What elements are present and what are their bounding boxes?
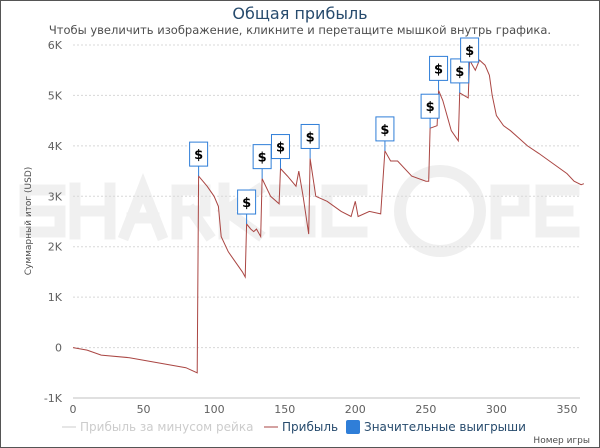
y-tick-label: 3K	[48, 190, 63, 203]
dollar-icon: $	[380, 123, 389, 138]
y-tick-label: -1K	[44, 392, 63, 405]
marker-box	[420, 93, 440, 119]
x-tick-label: 250	[415, 403, 436, 416]
marker-box	[300, 123, 320, 149]
big-win-marker[interactable]: $	[270, 134, 290, 169]
marker-box	[189, 141, 209, 167]
y-tick-label: 6K	[48, 39, 63, 52]
x-tick-label: 350	[557, 403, 578, 416]
dollar-icon: $	[258, 151, 267, 166]
plot-area[interactable]: $$$$$$$$ $$	[72, 37, 585, 374]
dollar-icon: $	[465, 44, 474, 59]
y-tick-label: 0	[55, 342, 62, 355]
dollar-icon: $	[306, 130, 315, 145]
big-win-marker[interactable]: $	[450, 58, 470, 93]
dollar-icon: $	[242, 196, 251, 211]
dollar-icon: $	[194, 148, 203, 163]
x-axis: 0 50 100 150 200 250 300 350	[70, 403, 578, 416]
marker-box	[270, 134, 290, 160]
grid	[73, 44, 580, 399]
legend-label: Прибыль	[282, 420, 338, 434]
y-axis-label: Суммарный итог (USD)	[24, 167, 34, 276]
marker-box	[450, 58, 470, 84]
big-win-marker[interactable]: $	[375, 116, 395, 151]
dollar-icon: $	[455, 65, 464, 80]
y-tick-label: 5K	[48, 89, 63, 102]
dollar-icon: $	[276, 141, 285, 156]
marker-box	[237, 189, 257, 215]
big-win-marker[interactable]: $	[189, 141, 209, 177]
legend-label: Значительные выигрыши	[364, 420, 526, 434]
marker-box	[375, 116, 395, 142]
legend-symbol	[346, 420, 360, 434]
x-tick-label: 300	[486, 403, 507, 416]
y-tick-label: 1K	[48, 291, 63, 304]
marker-box	[460, 37, 480, 63]
profit-line	[72, 58, 585, 374]
legend-label: Прибыль за минусом рейка	[80, 420, 253, 434]
watermark-crosshair	[394, 165, 486, 257]
y-axis: -1K 0 1K 2K 3K 4K 5K 6K	[44, 39, 63, 405]
legend-item-net[interactable]: Прибыль за минусом рейка	[62, 420, 253, 434]
legend-item-big-wins[interactable]: Значительные выигрыши	[346, 420, 526, 434]
big-win-marker[interactable]: $	[460, 37, 480, 63]
legend: Прибыль за минусом рейка Прибыль Значите…	[62, 420, 526, 434]
dollar-icon: $	[426, 100, 435, 115]
big-win-marker[interactable]: $	[429, 55, 449, 91]
dollar-icon: $	[434, 62, 443, 77]
marker-box	[429, 55, 449, 81]
x-tick-label: 100	[204, 403, 225, 416]
legend-item-profit[interactable]: Прибыль	[264, 420, 338, 434]
big-win-marker[interactable]: $	[237, 189, 257, 225]
big-win-marker[interactable]: $	[300, 123, 320, 159]
x-tick-label: 0	[70, 403, 77, 416]
x-axis-label: Номер игры	[533, 436, 590, 446]
y-tick-label: 2K	[48, 241, 63, 254]
y-tick-label: 4K	[48, 140, 63, 153]
big-win-marker[interactable]: $	[420, 93, 440, 129]
chart-title: Общая прибыль	[232, 4, 367, 23]
watermark	[19, 165, 580, 257]
big-win-marker[interactable]: $	[252, 144, 272, 179]
x-tick-label: 50	[137, 403, 151, 416]
watermark-logo	[19, 172, 580, 242]
x-tick-label: 200	[345, 403, 366, 416]
x-tick-label: 150	[274, 403, 295, 416]
chart-subtitle: Чтобы увеличить изображение, кликните и …	[49, 23, 551, 37]
